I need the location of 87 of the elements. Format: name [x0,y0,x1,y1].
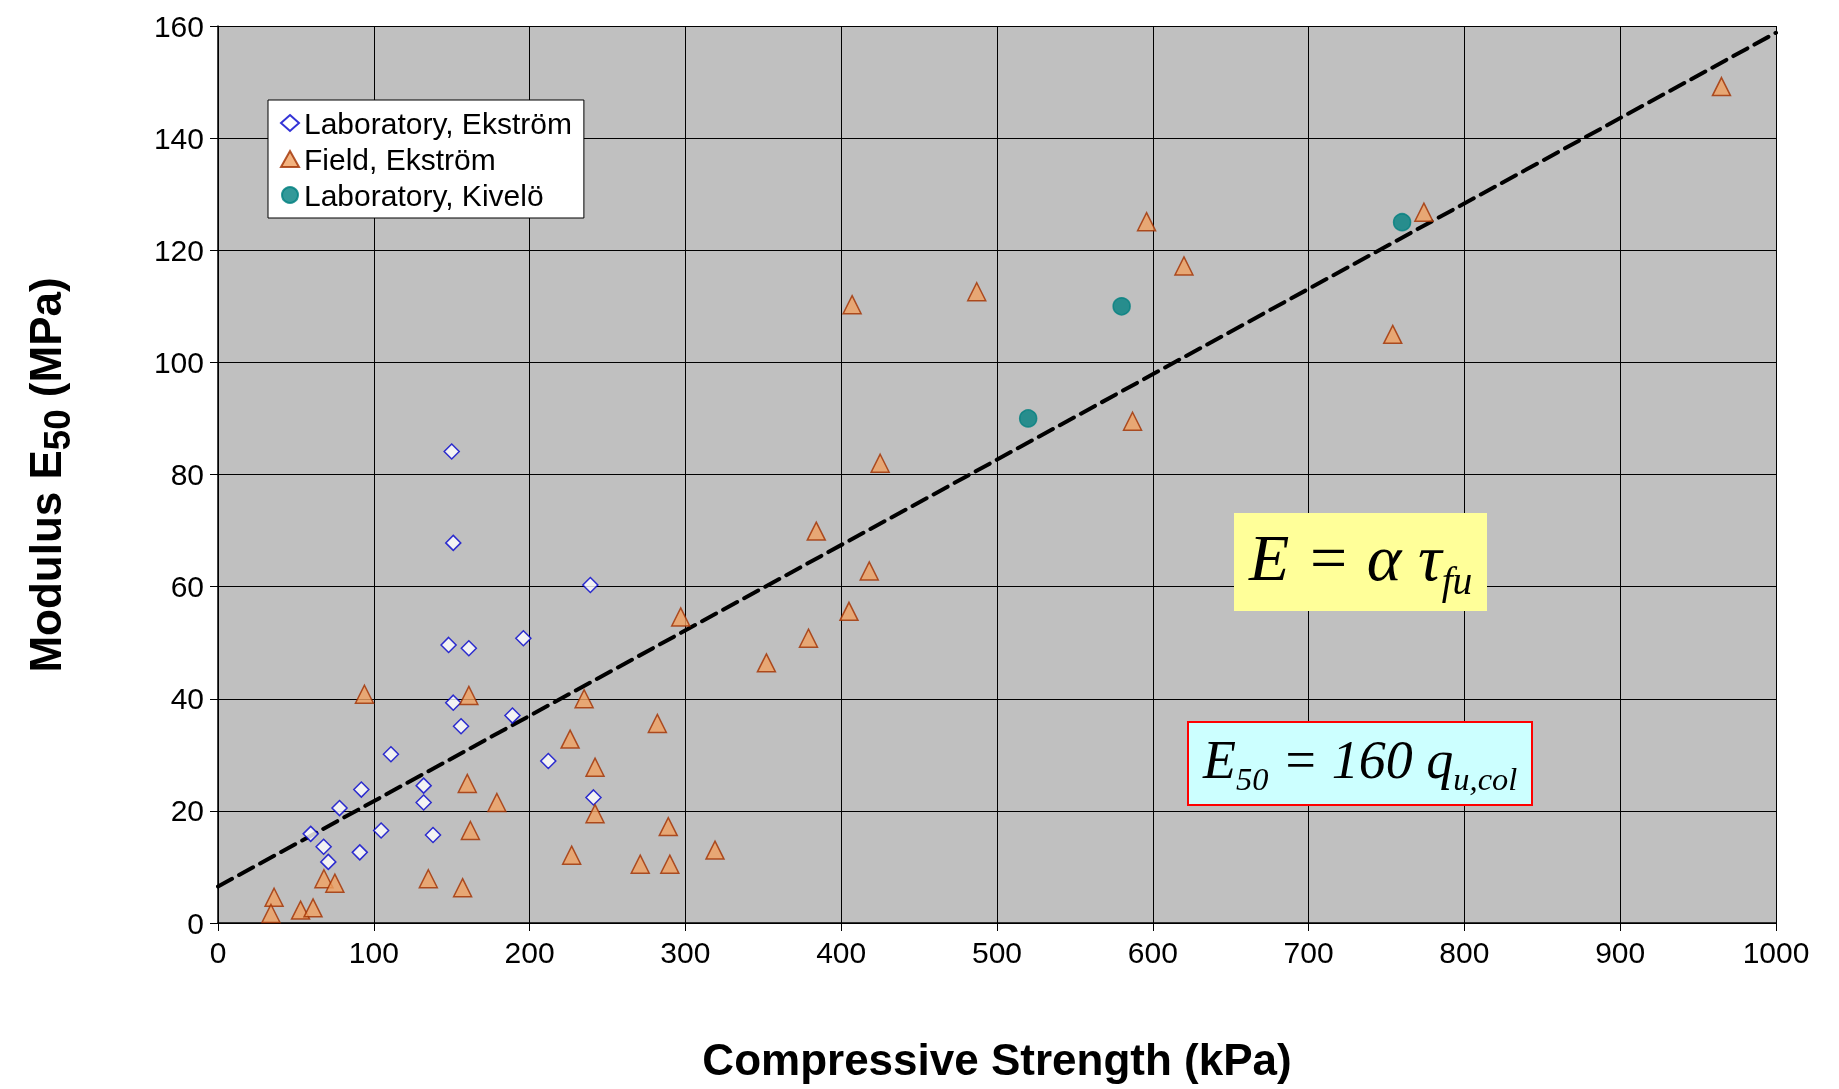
point [1382,324,1403,345]
point [320,853,337,871]
point [839,601,859,622]
annotation: E$_{50}$ = 160 q$_{u,col}$ [1187,721,1534,806]
point [354,684,375,705]
point [859,561,879,581]
point [440,636,457,654]
y-tick-label: 100 [153,345,204,379]
legend-label: Laboratory, Kivelö [304,178,544,212]
point [582,576,599,594]
point [487,792,507,813]
point [1711,76,1732,97]
point [967,281,987,302]
x-tick-label: 900 [1595,935,1646,969]
point [452,717,470,735]
point [415,777,432,794]
y-tick-label: 160 [153,9,204,43]
x-tick-label: 800 [1439,935,1490,969]
point [561,845,582,865]
y-tick-label: 20 [170,794,204,828]
point [585,757,605,777]
point [1018,409,1038,428]
point [842,294,862,315]
y-tick-label: 140 [153,121,204,155]
y-tick-label: 80 [170,458,204,491]
y-tick-label: 120 [153,233,204,267]
point [325,873,345,893]
x-tick-label: 400 [816,935,867,969]
point [574,689,594,709]
x-tick-label: 700 [1283,935,1334,969]
point [353,781,370,798]
point [1414,202,1434,222]
point [1136,211,1157,232]
point [460,640,478,657]
y-tick-label: 60 [170,570,204,604]
x-tick-label: 500 [971,935,1023,969]
point [302,825,319,843]
point [585,789,602,806]
point [756,653,777,673]
point [351,844,369,861]
point [658,816,679,837]
point [443,443,460,460]
point [630,854,650,874]
point [264,887,284,907]
x-axis-title: Compressive Strength (kPa) [702,1035,1292,1085]
y-tick-label: 0 [187,906,204,940]
point [261,903,281,924]
point [806,521,827,541]
legend-label: Laboratory, Ekström [304,106,572,140]
point [870,453,890,474]
x-tick-label: 0 [209,935,227,969]
point [515,629,532,647]
point [705,840,725,860]
point [560,729,580,749]
x-tick-label: 200 [504,935,555,969]
point [382,746,400,763]
x-tick-label: 600 [1127,935,1178,969]
point [331,799,348,817]
point [415,794,432,811]
point [372,822,390,839]
point [303,898,323,918]
point [445,534,462,552]
x-tick-label: 100 [348,935,399,969]
point [660,854,680,874]
x-tick-label: 1000 [1742,935,1810,969]
point [424,826,442,844]
point [315,838,332,856]
point [647,713,668,734]
point [1392,212,1412,232]
point [452,877,473,898]
point [585,803,605,824]
point [1122,411,1143,431]
point [798,628,819,648]
point [418,868,439,889]
point [457,773,478,794]
x-tick-label: 300 [660,935,711,969]
legend-label: Field, Ekström [304,142,496,176]
annotation: E = α τ$_{fu}$ [1234,513,1488,612]
point [504,707,521,724]
point [1112,297,1131,316]
point [459,685,479,706]
point [1174,256,1194,276]
point [445,694,462,711]
point [670,607,691,627]
y-tick-label: 40 [170,682,204,716]
point [460,820,481,841]
point [540,752,557,770]
